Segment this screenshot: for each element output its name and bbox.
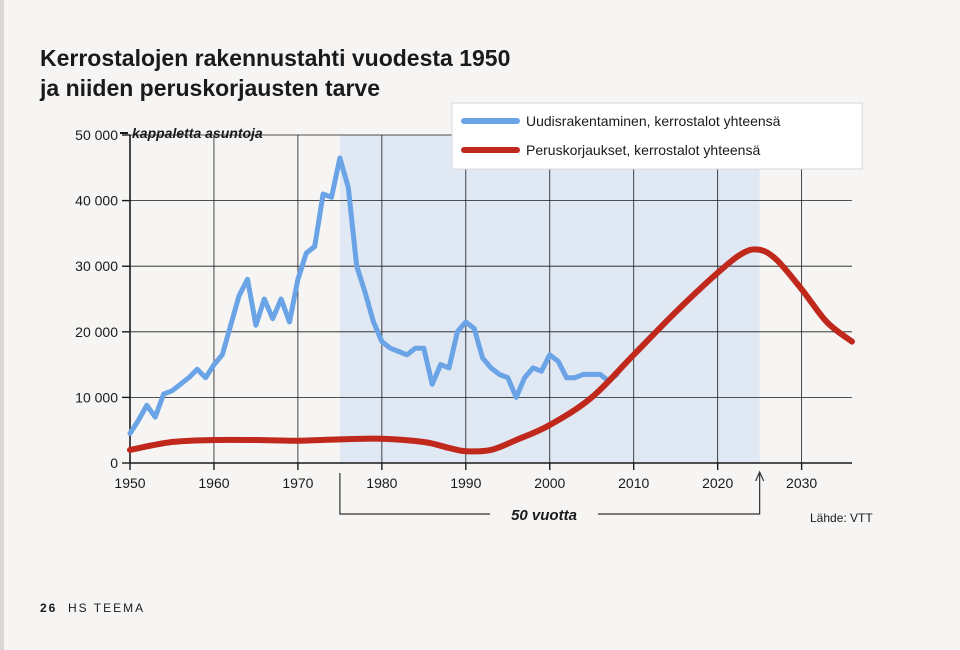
- y-tick-label-5: 50 000: [75, 127, 118, 143]
- x-tick-label-5: 2000: [534, 475, 565, 491]
- span-arrow-head: [755, 470, 765, 482]
- y-tick-label-2: 20 000: [75, 324, 118, 340]
- x-tick-label-3: 1980: [366, 475, 397, 491]
- title-line-1: ja niiden peruskorjausten tarve: [39, 75, 380, 101]
- x-tick-label-1: 1960: [198, 475, 229, 491]
- y-tick-label-0: 0: [110, 455, 118, 471]
- page-footer: 26 HS TEEMA: [40, 601, 145, 615]
- y-tick-label-4: 40 000: [75, 193, 118, 209]
- x-tick-label-6: 2010: [618, 475, 649, 491]
- legend-box: [451, 102, 863, 170]
- footer-publication: HS TEEMA: [68, 601, 145, 615]
- span-annotation: 50 vuotta: [339, 470, 765, 524]
- x-tick-label-0: 1950: [114, 475, 145, 491]
- x-tick-label-2: 1970: [282, 475, 313, 491]
- unit-label: kappaletta asuntoja: [120, 125, 263, 141]
- y-tick-label-3: 30 000: [75, 258, 118, 274]
- source-text: Lähde: VTT: [810, 511, 873, 525]
- series-line-0: [127, 155, 620, 436]
- span-label-text: 50 vuotta: [511, 507, 577, 524]
- y-tick-label-1: 10 000: [75, 389, 118, 405]
- series-line-1: [127, 246, 855, 455]
- title-line-0: Kerrostalojen rakennustahti vuodesta 195…: [40, 45, 510, 71]
- source: Lähde: VTT: [810, 511, 873, 525]
- footer-page-number: 26: [40, 601, 57, 615]
- legend-label-1: Peruskorjaukset, kerrostalot yhteensä: [526, 142, 760, 158]
- legend-label-0: Uudisrakentaminen, kerrostalot yhteensä: [526, 113, 781, 129]
- x-tick-label-4: 1990: [450, 475, 481, 491]
- series-lines: [127, 155, 855, 455]
- unit-label-text: kappaletta asuntoja: [132, 125, 263, 141]
- span-bracket-right: [598, 473, 761, 515]
- span-bracket-left: [339, 473, 490, 515]
- x-axis-ticks: 1950 1960 1970 1980 1990 2000 2010 2020 2030: [114, 463, 817, 491]
- x-tick-label-8: 2030: [786, 475, 817, 491]
- grid-lines: [129, 134, 852, 464]
- chart-title: Kerrostalojen rakennustahti vuodesta 195…: [39, 45, 510, 101]
- legend: Uudisrakentaminen, kerrostalot yhteensä P…: [451, 102, 863, 170]
- y-axis-ticks: 0 10 000 20 000 30 000 40 000 50 000: [75, 127, 130, 471]
- x-tick-label-7: 2020: [702, 475, 733, 491]
